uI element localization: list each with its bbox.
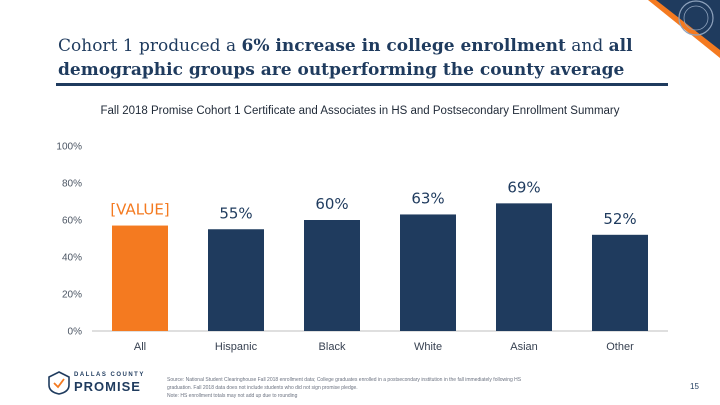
source-note: Source: National Student Clearinghouse F… bbox=[167, 376, 637, 400]
data-label: 69% bbox=[507, 178, 540, 196]
title-highlight-1: 6% increase in college enrollment bbox=[241, 36, 566, 56]
bar bbox=[112, 225, 168, 331]
logo-promise-text: PROMISE bbox=[74, 379, 141, 394]
y-tick-label: 0% bbox=[68, 327, 83, 338]
bar bbox=[496, 203, 552, 331]
x-tick-label: Black bbox=[319, 341, 346, 353]
data-label: [VALUE] bbox=[110, 201, 169, 219]
data-label: 52% bbox=[603, 210, 636, 228]
promise-logo: DALLAS COUNTY PROMISE bbox=[48, 371, 148, 395]
y-tick-label: 20% bbox=[62, 290, 82, 301]
data-label: 55% bbox=[219, 204, 252, 222]
page-number: 15 bbox=[690, 382, 699, 391]
logo-county-text: DALLAS COUNTY bbox=[74, 372, 145, 378]
y-tick-label: 100% bbox=[56, 142, 82, 153]
title-text-1: Cohort 1 produced a bbox=[58, 36, 242, 56]
corner-seal-icon bbox=[648, 0, 720, 58]
bar-chart: 0% 20% 40% 60% 80% 100% [VALUE] All 55% Hispanic 6… bbox=[56, 142, 668, 353]
y-tick-label: 40% bbox=[62, 253, 82, 264]
chart-title: Fall 2018 Promise Cohort 1 Certificate a… bbox=[100, 105, 620, 117]
y-tick-label: 80% bbox=[62, 179, 82, 190]
title-text-2: and bbox=[565, 36, 609, 56]
source-line-3: Note: HS enrollment totals may not add u… bbox=[167, 393, 298, 399]
x-tick-label: Hispanic bbox=[215, 341, 258, 353]
bar bbox=[400, 214, 456, 331]
source-line-1: Source: National Student Clearinghouse F… bbox=[167, 377, 522, 383]
slide-title: Cohort 1 produced a 6% increase in colle… bbox=[58, 34, 658, 82]
data-label: 63% bbox=[411, 189, 444, 207]
title-highlight-2: all demographic groups are outperforming… bbox=[58, 36, 633, 80]
x-tick-label: Other bbox=[606, 341, 634, 353]
bar bbox=[208, 229, 264, 331]
y-tick-label: 60% bbox=[62, 216, 82, 227]
x-tick-label: Asian bbox=[510, 341, 538, 353]
title-underline bbox=[56, 83, 668, 86]
bar bbox=[592, 234, 648, 331]
x-tick-label: White bbox=[414, 341, 442, 353]
data-label: 60% bbox=[315, 195, 348, 213]
x-tick-label: All bbox=[134, 341, 146, 353]
source-line-2: graduation. Fall 2018 data does not incl… bbox=[167, 385, 358, 391]
logo-mark-icon bbox=[48, 371, 70, 395]
bar bbox=[304, 220, 360, 331]
